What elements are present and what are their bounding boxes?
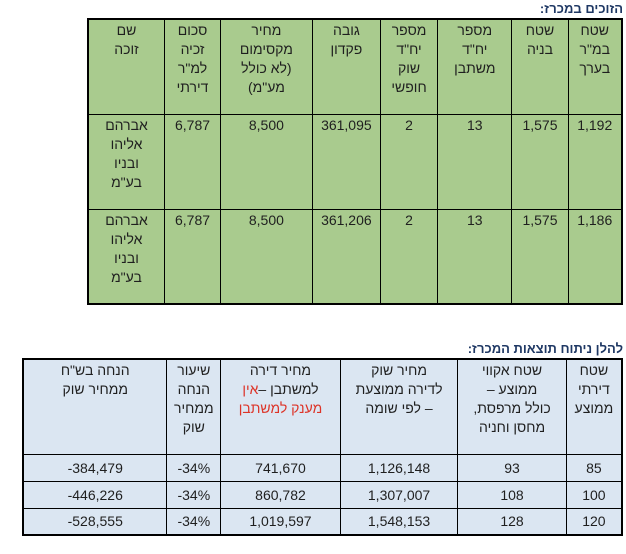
col-header-discount-nis: הנחה בש"ח ממחיר שוק [22, 358, 168, 455]
cell-units-mishtaken: 13 [437, 208, 513, 305]
winners-row-2: 1,186 1,575 13 2 361,206 8,500 6,787 אבר… [87, 208, 623, 305]
col-header-deposit: גובה פקדון [311, 18, 382, 115]
cell-discount-nis: -446,226 [22, 480, 168, 509]
col-header-win-amount: סכום זכיה למ"ר דירתי [163, 18, 222, 115]
col-header-units-mishtaken: מספר יח"ד משתבן [437, 18, 513, 115]
winners-table-title: הזוכים במכרז: [539, 1, 623, 16]
document-page: הזוכים במכרז: שטח במ"ר בערך שטח בניה מספ… [22, 1, 623, 536]
analysis-row-3: 120 128 1,548,153 1,019,597 -34% -528,55… [22, 507, 623, 536]
cell-discount-nis: -528,555 [22, 507, 168, 536]
analysis-row-2: 100 108 1,307,007 860,782 -34% -446,226 [22, 480, 623, 509]
cell-max-price: 8,500 [220, 113, 313, 210]
col-header-max-price: מחיר מקסימום (לא כולל מע"מ) [220, 18, 313, 115]
winners-row-1: 1,192 1,575 13 2 361,095 8,500 6,787 אבר… [87, 113, 623, 210]
cell-avg-apartment-area: 100 [565, 480, 623, 509]
cell-building-area: 1,575 [511, 113, 569, 210]
cell-discount-rate: -34% [166, 480, 222, 509]
col-header-avg-equivalent-area: שטח אקווי ממוצע – כולל מרפסת, מחסן וחניה [457, 358, 567, 455]
cell-discount-rate: -34% [166, 507, 222, 536]
col-header-winner-name: שם זוכה [87, 18, 165, 115]
cell-units-free-market: 2 [379, 208, 439, 305]
analysis-row-1: 85 93 1,126,148 741,670 -34% -384,479 [22, 453, 623, 482]
col-header-market-price: מחיר שוק לדירה ממוצעת – לפי שומה [339, 358, 459, 455]
col-header-area-sqm: שטח במ"ר בערך [567, 18, 623, 115]
cell-avg-equivalent-area: 93 [457, 453, 567, 482]
cell-building-area: 1,575 [511, 208, 569, 305]
cell-market-price: 1,548,153 [339, 507, 459, 536]
analysis-header-row: שטח דירתי ממוצע שטח אקווי ממוצע – כולל מ… [22, 358, 623, 455]
cell-avg-equivalent-area: 108 [457, 480, 567, 509]
cell-units-free-market: 2 [379, 113, 439, 210]
cell-discount-nis: -384,479 [22, 453, 168, 482]
cell-mishtaken-price: 860,782 [220, 480, 341, 509]
mishtaken-price-label: מחיר דירה למשתבן – [249, 362, 319, 397]
col-header-mishtaken-price: מחיר דירה למשתבן –אין מענק למשתבן [220, 358, 341, 455]
winners-header-row: שטח במ"ר בערך שטח בניה מספר יח"ד משתבן מ… [87, 18, 623, 115]
col-header-units-free-market: מספר יח"ד שוק חופשי [379, 18, 439, 115]
cell-win-amount: 6,787 [163, 208, 222, 305]
cell-units-mishtaken: 13 [437, 113, 513, 210]
analysis-table: שטח דירתי ממוצע שטח אקווי ממוצע – כולל מ… [22, 358, 623, 536]
cell-market-price: 1,126,148 [339, 453, 459, 482]
cell-mishtaken-price: 1,019,597 [220, 507, 341, 536]
col-header-discount-rate: שיעור הנחה ממחיר שוק [166, 358, 222, 455]
cell-deposit: 361,206 [311, 208, 382, 305]
cell-market-price: 1,307,007 [339, 480, 459, 509]
cell-avg-apartment-area: 85 [565, 453, 623, 482]
cell-winner-name: אברהם אליהו ובניו בע"מ [87, 113, 165, 210]
analysis-table-title: להלן ניתוח תוצאות המכרז: [467, 341, 623, 356]
cell-area-sqm: 1,192 [567, 113, 623, 210]
col-header-building-area: שטח בניה [511, 18, 569, 115]
no-grant-note: אין מענק למשתבן [238, 381, 323, 416]
cell-area-sqm: 1,186 [567, 208, 623, 305]
winners-table: שטח במ"ר בערך שטח בניה מספר יח"ד משתבן מ… [87, 18, 623, 305]
cell-win-amount: 6,787 [163, 113, 222, 210]
cell-deposit: 361,095 [311, 113, 382, 210]
cell-avg-equivalent-area: 128 [457, 507, 567, 536]
cell-max-price: 8,500 [220, 208, 313, 305]
cell-avg-apartment-area: 120 [565, 507, 623, 536]
col-header-avg-apartment-area: שטח דירתי ממוצע [565, 358, 623, 455]
cell-discount-rate: -34% [166, 453, 222, 482]
cell-winner-name: אברהם אליהו ובניו בע"מ [87, 208, 165, 305]
cell-mishtaken-price: 741,670 [220, 453, 341, 482]
